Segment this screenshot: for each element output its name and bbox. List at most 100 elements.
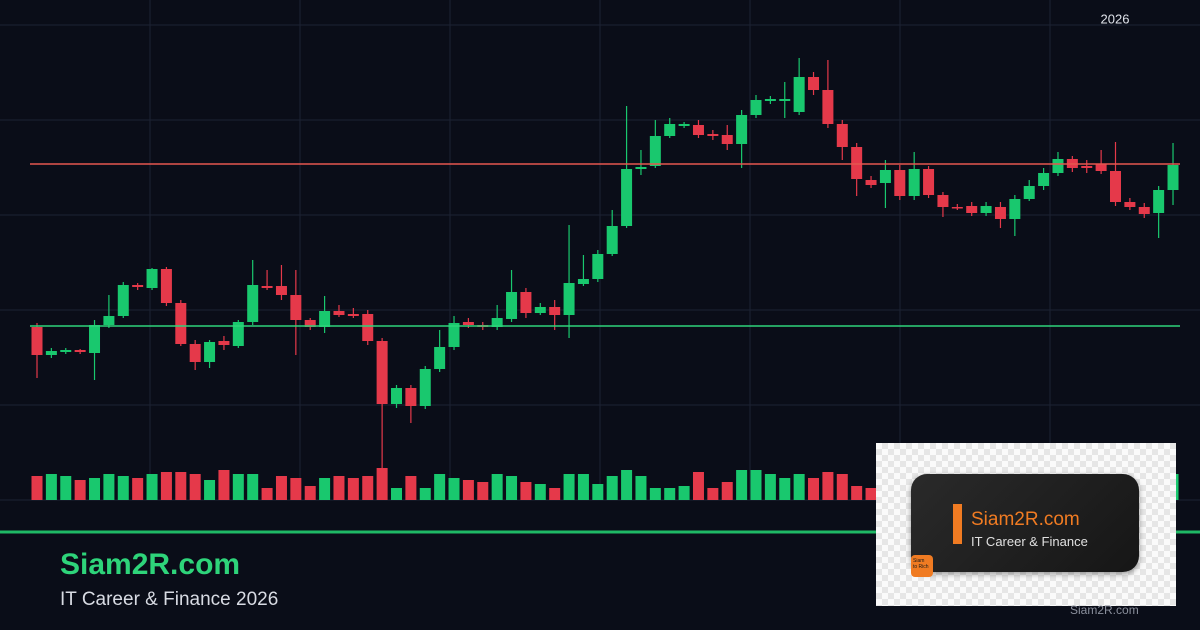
volume-bar <box>218 470 230 500</box>
icon-text: to Rich <box>913 564 929 570</box>
badge-card: Siam2R.com IT Career & Finance Siam to R… <box>911 474 1139 577</box>
volume-bar <box>822 472 834 500</box>
volume-bar <box>491 474 503 500</box>
volume-bar <box>736 470 748 500</box>
volume-bar <box>146 474 158 500</box>
volume-bar <box>563 474 575 500</box>
candle-body <box>304 320 316 327</box>
candle-body <box>621 169 633 226</box>
candle-body <box>664 124 676 136</box>
candle-body <box>649 136 661 166</box>
candle-body <box>779 99 791 101</box>
candle-body <box>1052 159 1064 173</box>
volume-bar <box>275 476 287 500</box>
candle-body <box>721 135 733 144</box>
candle-body <box>520 292 532 313</box>
candle-body <box>160 269 172 303</box>
candle-body <box>793 77 805 112</box>
candle-body <box>563 283 575 315</box>
candle-body <box>175 303 187 344</box>
candle-body <box>851 147 863 179</box>
candle-body <box>937 195 949 207</box>
watermark: Siam2R.com <box>1070 603 1139 617</box>
candle-body <box>865 180 877 185</box>
candle-body <box>391 388 402 404</box>
candle-body <box>218 341 230 345</box>
badge-subtitle: IT Career & Finance <box>971 534 1088 549</box>
volume-bar <box>89 478 101 500</box>
candle-body <box>89 325 101 353</box>
volume-bar <box>261 488 273 500</box>
volume-bar <box>319 478 331 500</box>
candle-body <box>31 327 43 355</box>
candle-body <box>45 351 57 355</box>
volume-bar <box>477 482 489 500</box>
volume-bar <box>60 476 72 500</box>
candle-body <box>750 100 762 115</box>
candle-body <box>1009 199 1021 219</box>
volume-bar <box>160 472 172 500</box>
volume-bar <box>764 474 776 500</box>
candle-body <box>1124 202 1136 207</box>
candle-body <box>808 77 820 90</box>
volume-bar <box>405 476 417 500</box>
candle-body <box>434 347 446 369</box>
volume-bar <box>851 486 863 500</box>
volume-bar <box>664 488 676 500</box>
volume-bar <box>117 476 129 500</box>
candle-body <box>290 295 302 320</box>
badge-bar <box>953 504 962 544</box>
candle-body <box>261 286 273 288</box>
candle-body <box>132 285 144 287</box>
volume-bar <box>304 486 316 500</box>
candle-body <box>146 269 158 288</box>
volume-bar <box>635 476 647 500</box>
volume-bar <box>649 488 661 500</box>
candle-body <box>707 134 719 136</box>
candle-body <box>1110 171 1121 202</box>
icon-text: Siam <box>913 558 925 564</box>
volume-bar <box>232 474 244 500</box>
candle-body <box>678 124 690 126</box>
candle-body <box>1038 173 1050 186</box>
candle-body <box>606 226 618 254</box>
candle-body <box>419 369 431 406</box>
volume-bar <box>74 480 86 500</box>
volume-bar <box>621 470 633 500</box>
volume-bar <box>204 480 216 500</box>
volume-bar <box>333 476 345 500</box>
volume-bar <box>376 468 388 500</box>
badge-icon: Siam to Rich <box>911 555 933 577</box>
volume-bar <box>865 488 877 500</box>
candle-body <box>333 311 345 315</box>
candle-body <box>275 286 287 295</box>
candle-body <box>577 279 589 284</box>
volume-bar <box>750 470 762 500</box>
volume-bar <box>549 488 561 500</box>
candle-body <box>894 170 906 196</box>
volume-bar <box>290 478 302 500</box>
candle-body <box>117 285 129 316</box>
volume-bar <box>347 478 359 500</box>
candle-body <box>60 350 72 352</box>
badge: Siam2R.com IT Career & Finance Siam to R… <box>876 443 1176 606</box>
volume-bar <box>132 478 144 500</box>
volume-bar <box>31 476 43 500</box>
x-label: 2026 <box>1101 11 1130 26</box>
volume-bar <box>577 474 589 500</box>
candle-body <box>1023 186 1035 199</box>
candle-body <box>247 285 259 322</box>
volume-bar <box>189 474 201 500</box>
volume-bar <box>462 480 474 500</box>
volume-bar <box>793 474 805 500</box>
candle-body <box>506 292 518 319</box>
candle-body <box>462 322 474 325</box>
volume-bar <box>391 488 402 500</box>
brand-subtitle: IT Career & Finance 2026 <box>60 589 279 610</box>
candle-body <box>103 316 115 325</box>
candle-body <box>879 170 891 183</box>
candle-body <box>1167 165 1179 190</box>
candle-body <box>980 206 992 213</box>
candle-body <box>1153 190 1165 213</box>
